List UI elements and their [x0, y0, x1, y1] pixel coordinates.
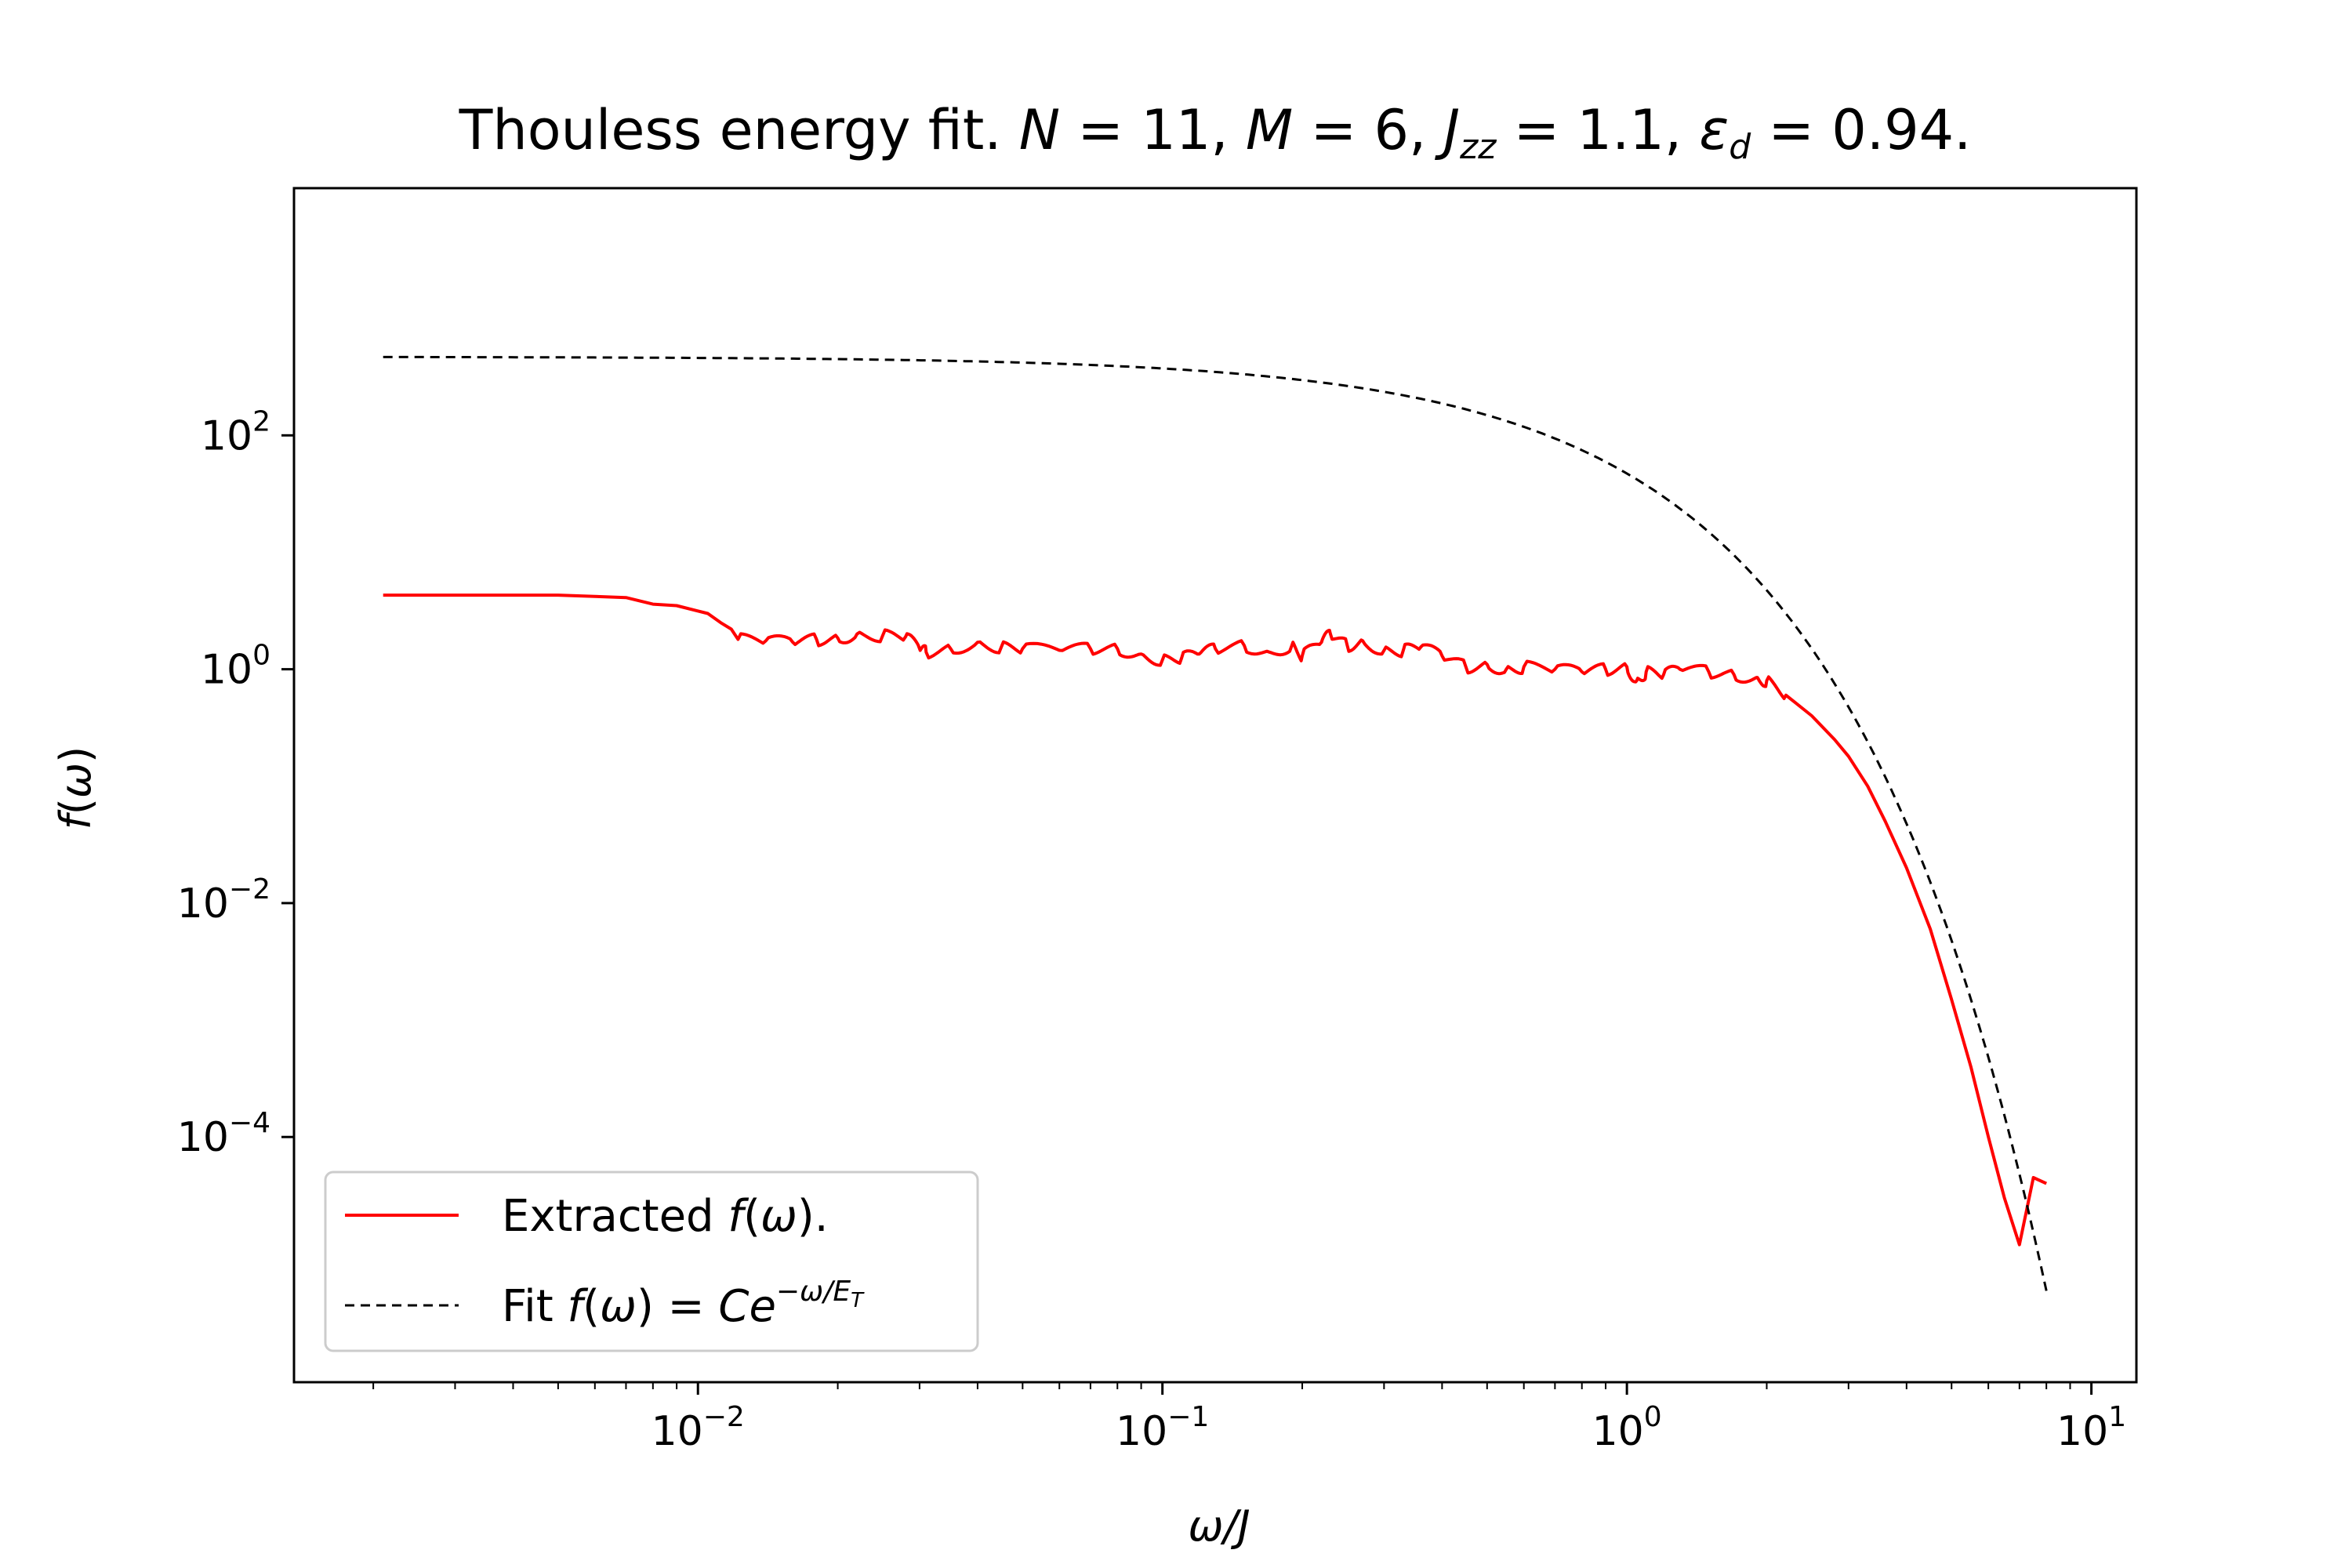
legend-fit-open: ( [583, 1281, 600, 1332]
title-prefix: Thouless energy fit. [459, 98, 1019, 162]
legend: Extracted f(ω). Fit f(ω) = Ce−ω/ET [324, 1171, 979, 1352]
legend-extracted-open: ( [743, 1191, 760, 1242]
series-extracted-line [383, 593, 2048, 1247]
x-tick-label: 100 [1592, 1401, 1662, 1455]
legend-extracted-omega: ω [760, 1191, 797, 1242]
x-tick-label: 10−1 [1116, 1401, 1209, 1455]
legend-extracted-close: ). [797, 1191, 829, 1242]
title-n-symbol: N [1019, 98, 1060, 162]
title-j-value: = 1.1, [1496, 98, 1699, 162]
y-label-close: ) [51, 746, 100, 763]
title-m-symbol: M [1246, 98, 1293, 162]
x-axis-label: ω/J [1188, 1501, 1250, 1551]
y-tick-label: 10−4 [177, 1107, 270, 1161]
title-eps-value: = 0.94. [1751, 98, 1971, 162]
y-label-omega: ω [51, 763, 100, 798]
title-j-subscript: zz [1459, 127, 1497, 167]
legend-fit-close: ) [637, 1281, 654, 1332]
legend-fit-c: C [718, 1281, 749, 1332]
y-tick-label: 102 [201, 405, 270, 459]
y-axis-label: f(ω) [51, 746, 100, 829]
title-m-value: = 6, [1293, 98, 1443, 162]
legend-extracted-text: Extracted [502, 1191, 728, 1242]
legend-box [324, 1171, 979, 1352]
x-tick-label: 10−2 [652, 1401, 745, 1455]
legend-fit-exponent-sub: T [851, 1289, 865, 1312]
x-tick-label: 101 [2056, 1401, 2126, 1455]
y-tick-label: 100 [201, 640, 270, 694]
legend-fit-exponent: −ω/E [776, 1276, 851, 1308]
title-eps-symbol: ε [1699, 98, 1729, 162]
series-layer [383, 355, 2048, 1291]
title-n-value: = 11, [1060, 98, 1246, 162]
legend-fit-label: Fit f(ω) = Ce−ω/ET [502, 1276, 865, 1332]
legend-extracted-label: Extracted f(ω). [502, 1191, 829, 1242]
legend-fit-eq: = [654, 1281, 719, 1332]
legend-fit-e: e [749, 1281, 775, 1332]
x-label-omega: ω [1188, 1501, 1223, 1551]
y-label-open: ( [51, 798, 100, 815]
legend-fit-omega: ω [600, 1281, 637, 1332]
legend-fit-text: Fit [502, 1281, 567, 1332]
plot-frame [292, 187, 2138, 1384]
chart-title: Thouless energy fit. N = 11, M = 6, Jzz … [459, 98, 1972, 167]
y-tick-label: 10−2 [177, 873, 270, 927]
series-fit-line [383, 355, 2048, 1291]
title-eps-subscript: d [1729, 127, 1751, 167]
ticks-layer: 10−2 10−1 100 101 102 100 10−2 10−4 [177, 405, 2126, 1455]
